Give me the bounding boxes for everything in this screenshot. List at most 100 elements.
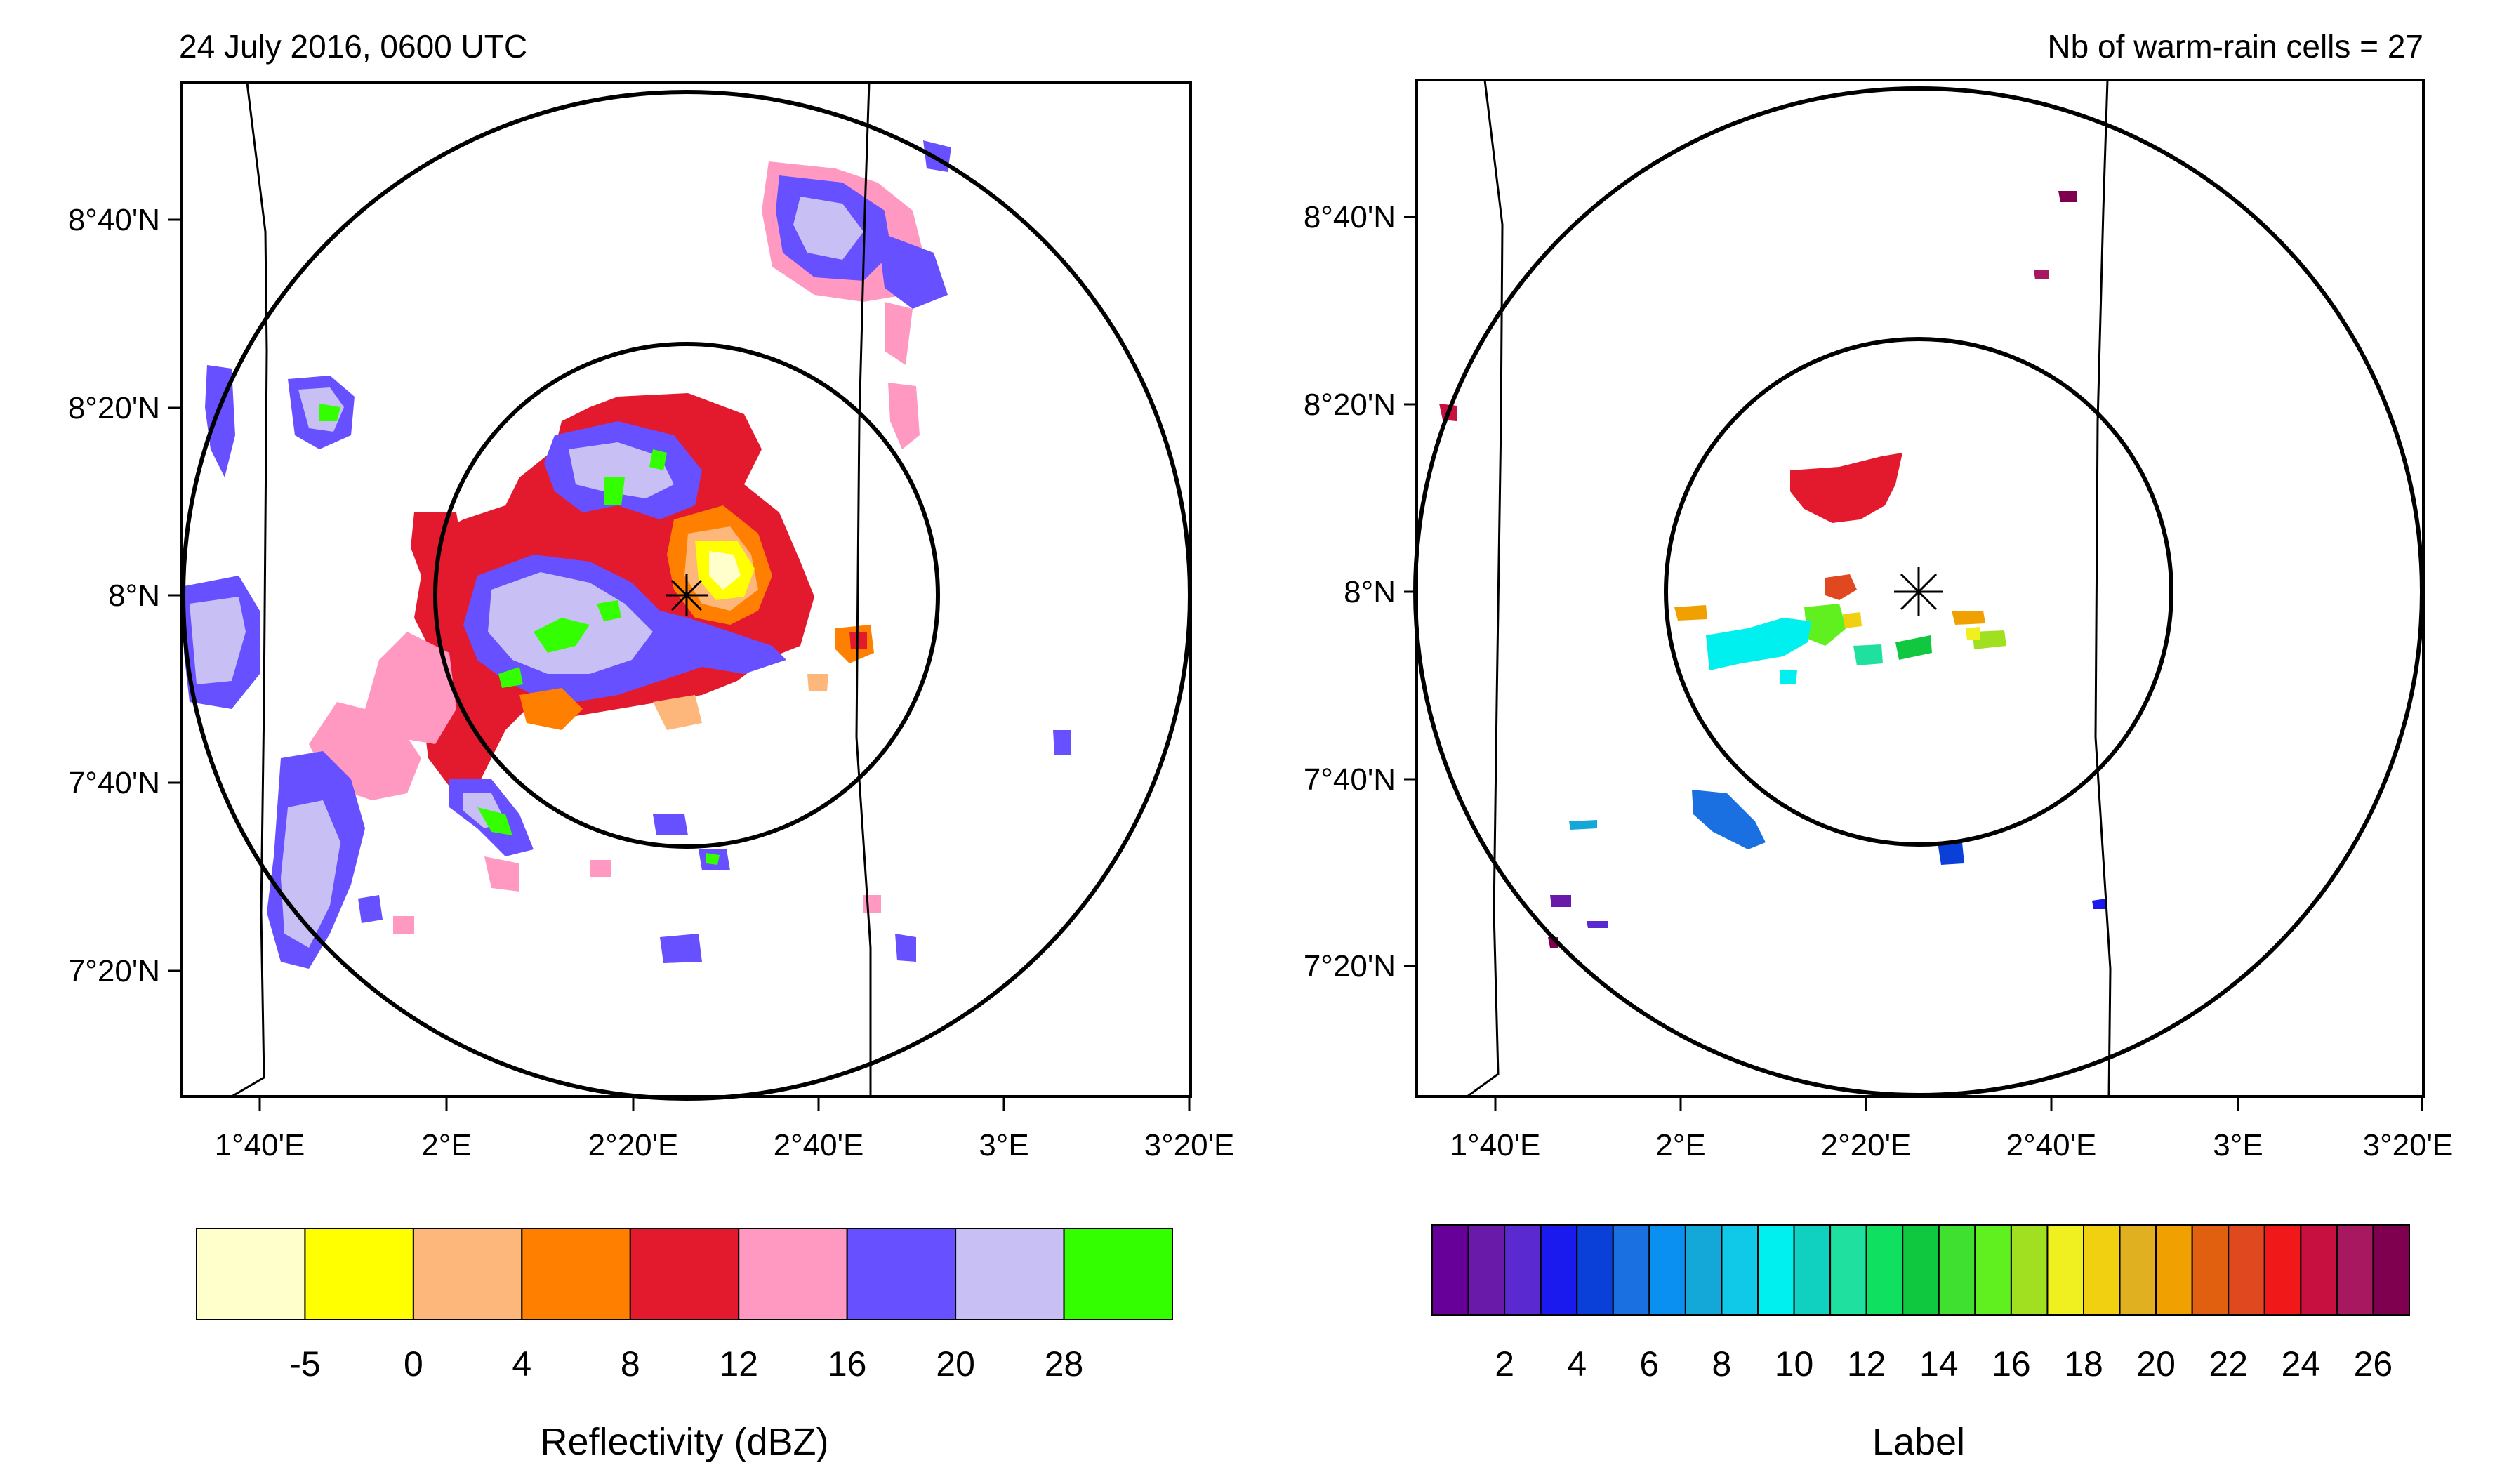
- right-lat-label: 8°40'N: [1304, 200, 1396, 234]
- cell-yellow: [1843, 612, 1862, 628]
- colorbar-swatch: [2300, 1224, 2338, 1316]
- echo-central-storm: [365, 393, 874, 786]
- left-inner-range-circle: [433, 342, 940, 849]
- colorbar-tick-label: 14: [1919, 1344, 1959, 1384]
- colorbar-tick-label: 4: [1567, 1344, 1587, 1384]
- colorbar-swatch: [2046, 1224, 2084, 1316]
- label-colorbar: 2 4 6 8 10 12 14 16 18 20 22 24 26: [1431, 1224, 2410, 1384]
- colorbar-tick-label: 0: [404, 1344, 423, 1384]
- cell-green: [1804, 604, 1846, 646]
- cell-maroon-n2: [2034, 270, 2049, 279]
- cell-green-dark: [1895, 635, 1932, 660]
- colorbar-tick-label: 4: [512, 1344, 531, 1384]
- colorbar-swatch: [412, 1228, 523, 1320]
- colorbar-swatch: [1829, 1224, 1867, 1316]
- colorbar-tick-label: 16: [1992, 1344, 2031, 1384]
- colorbar-tick-label: -5: [289, 1344, 320, 1384]
- colorbar-swatch: [1648, 1224, 1686, 1316]
- colorbar-tick-label: 16: [828, 1344, 867, 1384]
- colorbar-tick-label: 10: [1775, 1344, 1814, 1384]
- right-lon-ticks: [1494, 1097, 2423, 1111]
- colorbar-swatch: [196, 1228, 306, 1320]
- left-lat-ticks: [168, 218, 181, 972]
- cell-yellow-small: [1966, 627, 1980, 640]
- colorbar-swatch: [1467, 1224, 1506, 1316]
- left-map-panel: 24 July 2016, 0600 UTC: [68, 28, 1235, 1162]
- colorbar-swatch: [1684, 1224, 1723, 1316]
- colorbar-tick-label: 12: [719, 1344, 758, 1384]
- left-radar-marker-icon: [666, 574, 708, 616]
- reflectivity-colorbar: -5 0 4 8 12 16 20 28: [196, 1228, 1173, 1384]
- right-lon-label: 2°40'E: [2006, 1128, 2097, 1162]
- right-lon-label: 2°E: [1655, 1128, 1705, 1162]
- cell-teal: [1853, 644, 1883, 665]
- right-lat-label: 7°20'N: [1304, 949, 1396, 983]
- colorbar-swatch: [2191, 1224, 2230, 1316]
- colorbar-swatch: [2263, 1224, 2302, 1316]
- right-lon-label: 1°40'E: [1450, 1128, 1541, 1162]
- colorbar-swatch: [2083, 1224, 2121, 1316]
- colorbar-swatch: [1902, 1224, 1940, 1316]
- left-border-line-east: [855, 83, 872, 1097]
- colorbar-tick-label: 28: [1045, 1344, 1084, 1384]
- colorbar-swatch: [1793, 1224, 1832, 1316]
- colorbar-swatch: [304, 1228, 414, 1320]
- right-lat-ticks: [1404, 216, 1417, 967]
- right-radar-marker-icon: [1894, 567, 1943, 616]
- cell-orange-red: [1825, 574, 1857, 600]
- colorbar-swatch: [1063, 1228, 1173, 1320]
- right-border-line-west: [1467, 80, 1504, 1097]
- cell-purple: [1550, 895, 1571, 907]
- right-lat-label: 8°N: [1344, 575, 1396, 609]
- colorbar-swatch: [1431, 1224, 1469, 1316]
- left-lon-label: 3°E: [979, 1128, 1028, 1162]
- colorbar-swatch: [2010, 1224, 2049, 1316]
- colorbar-tick-label: 18: [2064, 1344, 2103, 1384]
- left-map-frame: [180, 81, 1192, 1098]
- left-lon-label: 2°40'E: [774, 1128, 864, 1162]
- colorbar-swatch: [1938, 1224, 1976, 1316]
- left-lat-label: 8°20'N: [68, 391, 160, 425]
- colorbar-swatch: [1504, 1224, 1542, 1316]
- left-border-line-west: [231, 83, 268, 1097]
- left-lon-ticks: [258, 1097, 1191, 1111]
- left-lon-label: 3°20'E: [1144, 1128, 1235, 1162]
- echo-west-north: [205, 365, 355, 477]
- left-reflectivity-field: [184, 140, 1071, 969]
- left-lat-label: 8°N: [108, 578, 160, 613]
- right-panel-title: Nb of warm-rain cells = 27: [2047, 28, 2423, 65]
- left-lat-label: 8°40'N: [68, 203, 160, 237]
- label-colorbar-title: Label: [1872, 1421, 1965, 1463]
- colorbar-swatch: [955, 1228, 1065, 1320]
- colorbar-swatch: [738, 1228, 848, 1320]
- colorbar-tick-label: 22: [2209, 1344, 2248, 1384]
- colorbar-swatch: [1612, 1224, 1650, 1316]
- left-panel-title: 24 July 2016, 0600 UTC: [179, 28, 527, 65]
- cell-light-blue: [1569, 820, 1597, 830]
- colorbar-swatch: [1540, 1224, 1578, 1316]
- right-inner-range-circle: [1664, 337, 2173, 847]
- left-lon-label: 1°40'E: [215, 1128, 305, 1162]
- colorbar-swatch: [2119, 1224, 2157, 1316]
- cell-lime: [1973, 630, 2006, 649]
- echo-southwest: [267, 702, 1071, 969]
- cell-violet: [1587, 921, 1608, 928]
- colorbar-swatch: [1865, 1224, 1904, 1316]
- cell-orange-west: [1674, 605, 1707, 621]
- colorbar-tick-label: 20: [2136, 1344, 2176, 1384]
- left-lat-label: 7°40'N: [68, 766, 160, 800]
- colorbar-tick-label: 20: [936, 1344, 975, 1384]
- colorbar-tick-label: 8: [621, 1344, 640, 1384]
- colorbar-swatch: [2155, 1224, 2193, 1316]
- colorbar-swatch: [521, 1228, 631, 1320]
- colorbar-tick-label: 24: [2282, 1344, 2321, 1384]
- colorbar-swatch: [1576, 1224, 1614, 1316]
- cell-blue: [1692, 790, 1766, 849]
- cell-red: [1790, 453, 1902, 523]
- right-lon-label: 3°20'E: [2363, 1128, 2454, 1162]
- colorbar-swatch: [2228, 1224, 2265, 1316]
- cell-orange: [1952, 611, 1985, 625]
- right-map-panel: Nb of warm-rain cells = 27: [1304, 28, 2454, 1162]
- echo-northeast: [762, 140, 951, 449]
